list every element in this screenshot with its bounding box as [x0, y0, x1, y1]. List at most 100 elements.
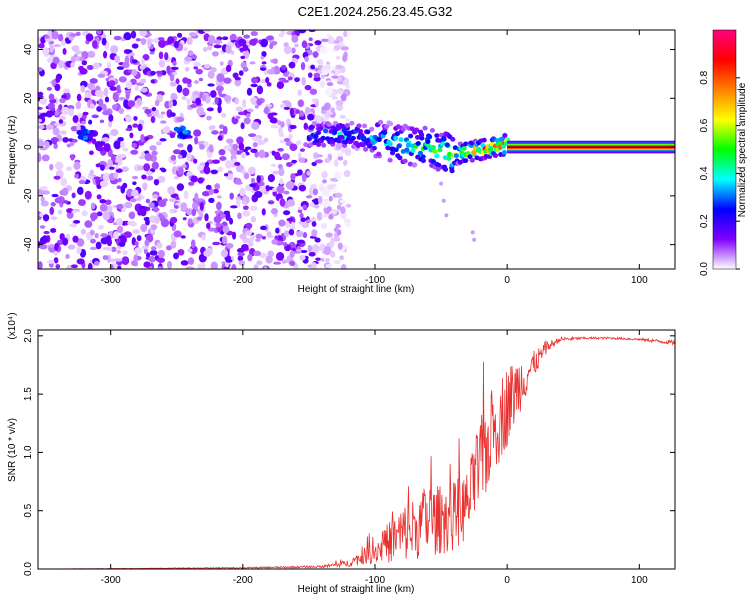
spectrogram-noise-cell	[123, 231, 132, 238]
spectrogram-signal-cell	[315, 142, 322, 147]
spectrogram-noise-cell	[335, 64, 343, 70]
spectrogram-noise-cell	[113, 35, 122, 41]
spectrogram-noise-cell	[65, 166, 73, 171]
spectrogram-noise-cell	[127, 221, 132, 226]
spectrogram-noise-cell	[129, 132, 134, 139]
spectrogram-signal-cell	[311, 120, 318, 126]
spectrogram-noise-cell	[330, 251, 336, 258]
spectrogram-noise-cell	[117, 97, 126, 101]
spectrogram-noise-cell	[184, 67, 190, 72]
spectrogram-noise-cell	[222, 36, 229, 41]
spectrogram-noise-cell	[214, 210, 221, 214]
spectrogram-signal-cell	[344, 123, 351, 128]
spectrogram-noise-cell	[234, 181, 243, 185]
spectrogram-noise-cell	[180, 202, 188, 211]
spectrogram-signal-cell	[446, 156, 452, 161]
spectrogram-noise-cell	[89, 246, 98, 251]
spectrogram-noise-cell	[153, 206, 159, 213]
spectrogram-noise-cell	[87, 50, 96, 59]
spectrogram-noise-cell	[48, 93, 55, 101]
spectrogram-noise-cell	[157, 175, 166, 183]
spectrogram-blob-cell	[82, 135, 89, 141]
spectrogram-noise-cell	[131, 59, 138, 64]
spectrogram-noise-cell	[104, 199, 112, 205]
spectrogram-noise-cell	[51, 30, 59, 40]
spectrogram-noise-cell	[276, 81, 285, 90]
spectrogram-noise-cell	[298, 30, 307, 34]
spectrogram-noise-cell	[187, 50, 194, 57]
spectrogram-noise-cell	[90, 212, 98, 221]
spectrogram-noise-cell	[331, 75, 340, 79]
spectrogram-noise-cell	[240, 122, 245, 130]
colorbar-label: Normalized spectral amplitude	[737, 82, 748, 217]
spectrogram-noise-cell	[310, 183, 317, 190]
spectrogram-noise-cell	[270, 124, 279, 129]
spectrogram-noise-cell	[168, 198, 177, 202]
spectrogram-noise-cell	[50, 137, 59, 143]
spectrogram-noise-cell	[303, 122, 308, 131]
spectrogram-noise-cell	[324, 87, 333, 97]
spectrogram-signal-cell	[361, 123, 368, 129]
spectrogram-noise-cell	[296, 230, 304, 238]
spectrogram-noise-cell	[240, 55, 246, 60]
spectrogram-noise-cell	[114, 258, 123, 262]
spectrogram-noise-cell	[172, 149, 182, 155]
spectrogram-noise-cell	[172, 60, 177, 66]
spectrogram-noise-cell	[92, 62, 100, 70]
spectrogram-noise-cell	[337, 242, 343, 250]
spectrogram-noise-cell	[323, 200, 331, 208]
spectrogram-noise-cell	[42, 47, 50, 55]
spectrogram-noise-cell	[122, 147, 129, 152]
spectrogram-noise-cell	[278, 167, 285, 177]
spectrogram-noise-cell	[251, 76, 258, 84]
spectrogram-noise-cell	[154, 99, 160, 107]
spectrogram-signal-cell	[430, 159, 436, 164]
spectrogram-noise-cell	[197, 263, 204, 269]
spectrogram-noise-cell	[193, 66, 199, 70]
spectrogram-noise-cell	[173, 40, 180, 49]
spectrogram-noise-cell	[315, 154, 324, 158]
spectrogram-noise-cell	[197, 165, 204, 171]
spectrogram-noise-cell	[176, 183, 185, 191]
spectrogram-noise-cell	[116, 225, 124, 234]
spectrogram-noise-cell	[297, 206, 304, 211]
spectrogram-noise-cell	[71, 192, 76, 199]
colorbar-scale	[712, 29, 737, 270]
spectrogram-noise-cell	[340, 93, 347, 102]
spectrogram-noise-cell	[52, 127, 60, 136]
spectrogram-noise-cell	[319, 46, 328, 54]
spectrogram-noise-cell	[199, 111, 206, 116]
spectrogram-noise-cell	[203, 63, 211, 69]
spectrogram-noise-cell	[198, 77, 204, 82]
spectrogram-noise-cell	[162, 126, 171, 134]
spectrogram-noise-cell	[261, 208, 266, 216]
spectrogram-noise-cell	[130, 189, 139, 197]
spectrogram-noise-cell	[38, 124, 45, 130]
spectrogram-noise-cell	[320, 38, 329, 43]
spectrogram-noise-cell	[167, 186, 176, 195]
spectrogram-noise-cell	[39, 186, 48, 191]
spectrogram-noise-cell	[307, 113, 315, 121]
spectrogram-noise-cell	[222, 125, 228, 135]
spectrogram-noise-cell	[335, 100, 344, 107]
spectrogram-noise-cell	[337, 76, 343, 82]
spectrogram-signal-cell	[422, 125, 428, 131]
spectrogram-noise-cell	[343, 30, 348, 38]
spectrogram-noise-cell	[206, 115, 212, 121]
spectrogram-noise-cell	[248, 166, 256, 175]
spectrogram-noise-cell	[206, 107, 214, 112]
spectrogram-noise-cell	[195, 97, 202, 106]
spectrogram-noise-cell	[130, 30, 137, 39]
spectrogram-noise-cell	[254, 104, 259, 109]
spectrogram-noise-cell	[199, 202, 204, 211]
spectrogram-noise-cell	[57, 196, 65, 203]
spectrogram-noise-cell	[333, 171, 342, 181]
spectrogram-noise-cell	[286, 199, 296, 207]
spectrogram-noise-cell	[253, 250, 262, 257]
spectrogram-noise-cell	[323, 246, 332, 256]
spectrogram-noise-cell	[238, 38, 247, 47]
spectrogram-noise-cell	[214, 183, 221, 190]
spectrogram-noise-cell	[107, 159, 113, 166]
spectrogram-noise-cell	[187, 143, 193, 153]
spectrogram-noise-cell	[204, 96, 211, 104]
